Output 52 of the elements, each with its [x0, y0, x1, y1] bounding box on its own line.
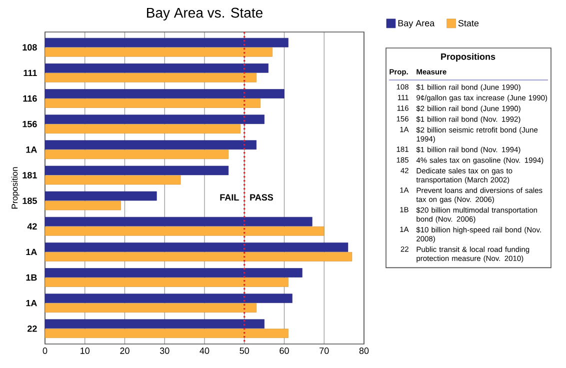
- annotation: PASS: [250, 194, 274, 201]
- bar: [45, 175, 181, 185]
- bar: [45, 140, 256, 150]
- bar: [45, 278, 288, 287]
- bar: [45, 150, 229, 160]
- x-tick-label: 80: [359, 348, 369, 354]
- y-tick-label: 1A: [26, 248, 37, 256]
- bar: [45, 98, 260, 108]
- y-tick-label: 1A: [26, 146, 37, 153]
- y-tick-label: 111: [24, 70, 37, 76]
- text: Propositions: [441, 53, 496, 62]
- bar: [45, 216, 312, 226]
- y-tick-label: 22: [28, 326, 37, 332]
- y-tick-label: 42: [27, 223, 37, 230]
- y-tick-label: 185: [22, 198, 37, 204]
- bar: [45, 124, 241, 134]
- x-tick-label: 30: [160, 348, 170, 354]
- legend-label: State: [458, 20, 479, 26]
- y-tick-label: 108: [22, 44, 37, 51]
- bar: [45, 200, 121, 210]
- x-tick-label: 60: [280, 348, 289, 354]
- y-tick-label: 181: [22, 172, 37, 178]
- bar: [45, 294, 292, 303]
- x-tick-label: 0: [42, 348, 48, 354]
- bar: [45, 303, 256, 312]
- chart-title: Bay Area vs. State: [147, 8, 262, 20]
- bar: [45, 252, 352, 262]
- x-tick-label: 10: [80, 348, 90, 354]
- bar: [45, 242, 348, 252]
- annotation: FAIL: [220, 194, 239, 200]
- y-tick-label: 1A: [26, 300, 37, 306]
- bar: [45, 38, 288, 48]
- x-tick-label: 70: [320, 348, 329, 354]
- y-tick-label: 1B: [26, 274, 37, 281]
- y-tick-label: 156: [22, 120, 37, 128]
- bar: [45, 268, 302, 278]
- bar: [45, 319, 264, 329]
- y-axis-title: Proposition: [11, 167, 20, 209]
- bar: [45, 47, 272, 57]
- bar: [45, 166, 229, 176]
- y-tick-label: 116: [23, 95, 37, 102]
- bar: [45, 226, 324, 236]
- bar: [45, 328, 288, 338]
- bar: [45, 73, 256, 82]
- bar: [45, 191, 157, 201]
- bar: [45, 114, 264, 124]
- x-tick-label: 40: [200, 348, 210, 354]
- legend-label: Bay Area: [398, 20, 435, 28]
- bar: [45, 89, 284, 98]
- x-tick-label: 20: [120, 348, 130, 354]
- bar: [45, 64, 268, 73]
- x-tick-label: 50: [240, 348, 250, 354]
